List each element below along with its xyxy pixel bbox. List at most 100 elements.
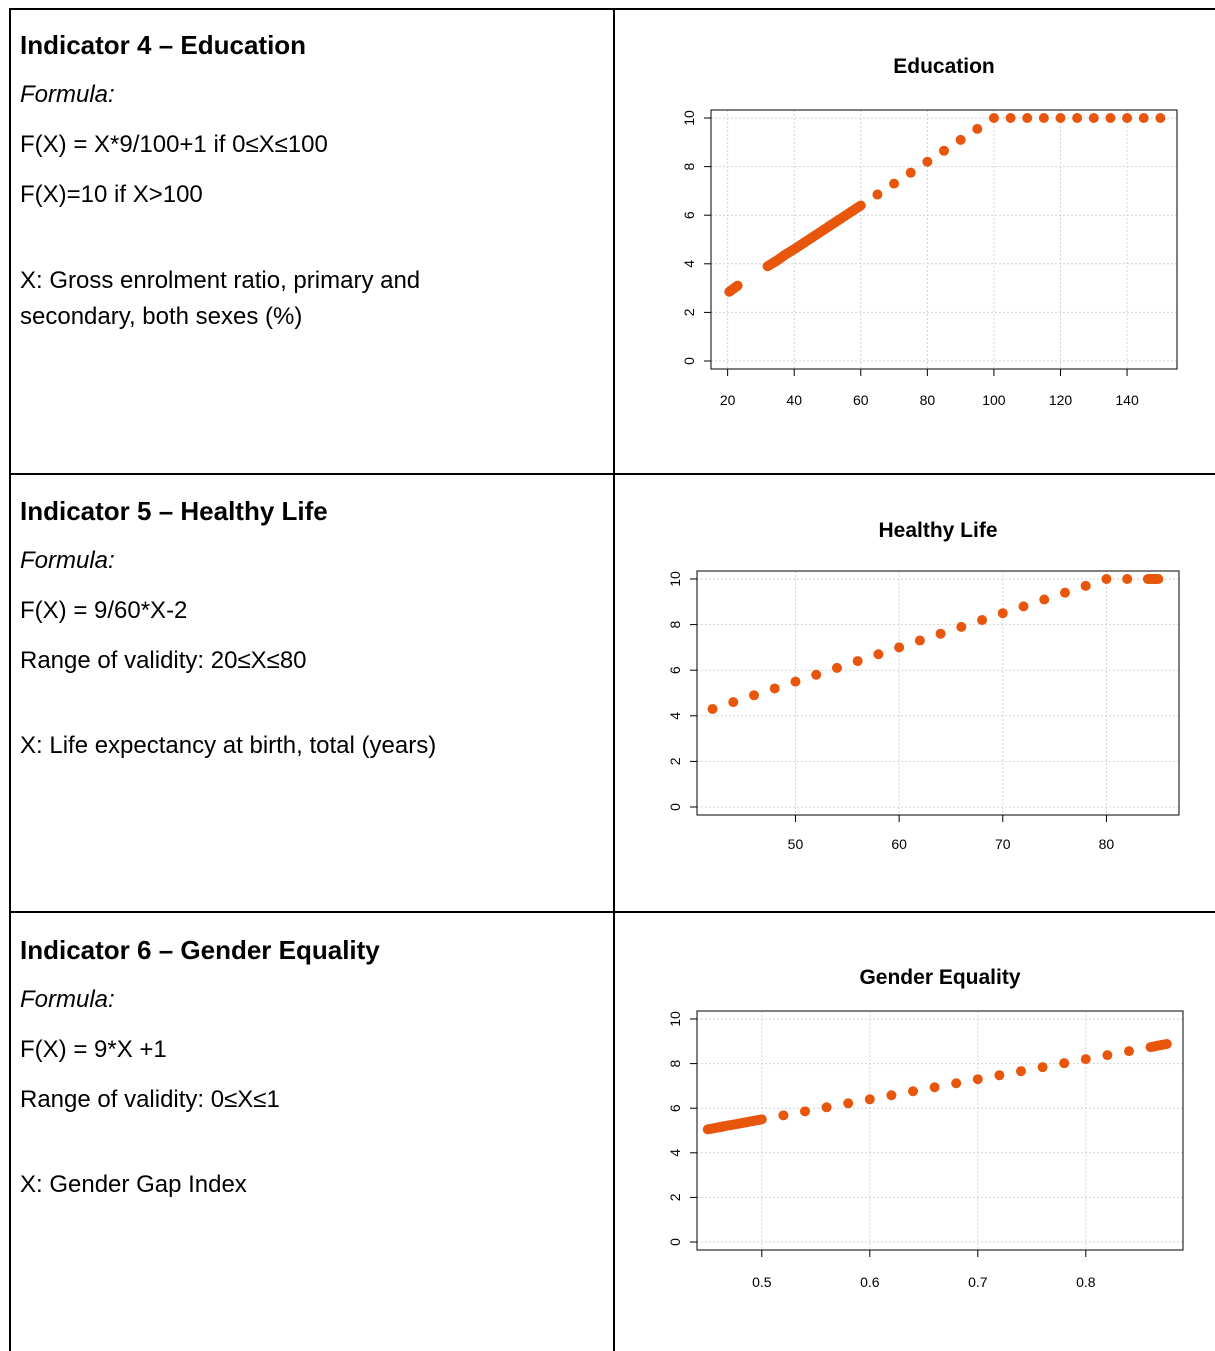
data-point bbox=[977, 615, 988, 626]
data-point bbox=[1018, 601, 1029, 612]
table-top-border bbox=[9, 8, 1215, 10]
data-point bbox=[1155, 113, 1166, 123]
data-point bbox=[1102, 1050, 1113, 1061]
data-point bbox=[872, 189, 883, 200]
data-point bbox=[769, 683, 780, 694]
table-left-border bbox=[9, 8, 11, 1351]
data-point bbox=[1080, 1054, 1091, 1065]
data-point bbox=[1022, 113, 1033, 123]
plot-frame bbox=[696, 1010, 1184, 1251]
data-point bbox=[922, 156, 933, 167]
x-tick-label: 0.6 bbox=[860, 1274, 880, 1290]
indicator-4-text: Indicator 4 – Education Formula: F(X) = … bbox=[20, 28, 600, 335]
y-tick-label: 8 bbox=[667, 620, 683, 628]
data-point bbox=[1138, 113, 1149, 123]
data-point bbox=[749, 690, 760, 701]
data-point bbox=[873, 649, 884, 660]
data-point bbox=[955, 134, 966, 145]
data-point bbox=[886, 1090, 897, 1101]
y-tick-label: 8 bbox=[667, 1059, 683, 1067]
data-point bbox=[732, 280, 743, 291]
data-point bbox=[914, 635, 925, 646]
data-point bbox=[935, 628, 946, 639]
y-tick-label: 6 bbox=[667, 1104, 683, 1112]
data-point bbox=[929, 1082, 940, 1093]
data-point bbox=[908, 1086, 918, 1097]
y-tick-label: 4 bbox=[681, 260, 697, 268]
y-tick-label: 8 bbox=[681, 162, 697, 170]
healthy-life-chart: Healthy Life 50 60 70 80 0 2 4 6 8 10 bbox=[667, 519, 1180, 852]
indicator-6-formula-line-1: F(X) = 9*X +1 bbox=[20, 1036, 167, 1063]
chart-title: Education bbox=[893, 55, 995, 78]
x-tick-label: 40 bbox=[786, 392, 802, 408]
x-tick-label: 100 bbox=[982, 392, 1006, 408]
data-point bbox=[831, 662, 842, 673]
indicator-6-heading: Indicator 6 – Gender Equality bbox=[20, 935, 380, 965]
data-point bbox=[855, 200, 866, 211]
y-tick-label: 6 bbox=[667, 666, 683, 674]
data-point bbox=[852, 656, 863, 667]
data-point bbox=[1072, 113, 1083, 123]
indicator-6-text: Indicator 6 – Gender Equality Formula: F… bbox=[20, 933, 600, 1202]
y-tick-label: 10 bbox=[667, 1011, 683, 1027]
x-tick-label: 0.5 bbox=[752, 1274, 772, 1290]
data-point bbox=[956, 621, 967, 632]
gender-equality-chart: Gender Equality 0.5 0.6 0.7 0.8 0 2 4 6 8 10 bbox=[667, 966, 1184, 1290]
table-row-divider-1 bbox=[9, 473, 1215, 475]
plot-frame bbox=[710, 109, 1178, 370]
y-tick-label: 2 bbox=[667, 757, 683, 765]
x-tick-label: 140 bbox=[1115, 392, 1139, 408]
data-point bbox=[1161, 1038, 1172, 1049]
indicator-5-heading: Indicator 5 – Healthy Life bbox=[20, 496, 328, 526]
y-tick-label: 0 bbox=[667, 1238, 683, 1246]
y-tick-label: 4 bbox=[667, 1149, 683, 1157]
data-point bbox=[994, 1070, 1005, 1081]
indicator-5-formula-label: Formula: bbox=[20, 547, 115, 574]
x-tick-label: 120 bbox=[1049, 392, 1073, 408]
data-point bbox=[1088, 113, 1099, 123]
x-tick-label: 0.7 bbox=[968, 1274, 988, 1290]
data-point bbox=[997, 608, 1008, 619]
data-point bbox=[951, 1078, 962, 1089]
data-point bbox=[988, 113, 999, 123]
indicator-4-x-description: X: Gross enrolment ratio, primary and se… bbox=[20, 267, 421, 330]
table-row-divider-2 bbox=[9, 911, 1215, 913]
y-tick-label: 2 bbox=[667, 1193, 683, 1201]
data-point bbox=[821, 1102, 832, 1113]
table-middle-border bbox=[613, 8, 615, 1351]
x-tick-label: 80 bbox=[920, 392, 936, 408]
indicator-6-formula-label: Formula: bbox=[20, 986, 115, 1013]
data-point bbox=[1039, 594, 1050, 605]
y-tick-label: 0 bbox=[681, 357, 697, 365]
data-point bbox=[1124, 1046, 1134, 1057]
x-tick-label: 50 bbox=[788, 836, 804, 852]
data-point bbox=[811, 669, 822, 680]
y-tick-label: 0 bbox=[667, 803, 683, 811]
x-tick-label: 80 bbox=[1099, 836, 1115, 852]
education-chart: Education 20 40 60 80 100 120 140 0 2 4 6 8 10 bbox=[681, 55, 1178, 408]
data-point bbox=[1080, 580, 1091, 591]
indicator-table: Indicator 4 – Education Formula: F(X) = … bbox=[9, 8, 1215, 1351]
data-point bbox=[864, 1094, 875, 1105]
data-point bbox=[1059, 587, 1070, 598]
data-point bbox=[972, 123, 983, 134]
indicator-5-x-description: X: Life expectancy at birth, total (year… bbox=[20, 732, 437, 759]
plot-frame bbox=[696, 570, 1180, 816]
data-point bbox=[1038, 113, 1049, 123]
data-point bbox=[1122, 574, 1133, 584]
indicator-5-formula-line-1: F(X) = 9/60*X-2 bbox=[20, 597, 188, 624]
data-point bbox=[778, 1110, 789, 1121]
data-point bbox=[1059, 1058, 1070, 1069]
indicator-6-x-description: X: Gender Gap Index bbox=[20, 1171, 247, 1198]
data-point bbox=[972, 1074, 983, 1085]
x-tick-label: 20 bbox=[720, 392, 736, 408]
data-point bbox=[1101, 574, 1112, 584]
data-point bbox=[1037, 1062, 1048, 1073]
indicator-6-formula-line-2: Range of validity: 0≤X≤1 bbox=[20, 1086, 280, 1113]
y-tick-label: 6 bbox=[681, 211, 697, 219]
indicator-5-formula-line-2: Range of validity: 20≤X≤80 bbox=[20, 647, 307, 674]
y-tick-label: 10 bbox=[667, 571, 683, 587]
y-tick-label: 10 bbox=[681, 110, 697, 126]
data-point bbox=[1005, 113, 1016, 123]
data-point bbox=[894, 642, 905, 653]
